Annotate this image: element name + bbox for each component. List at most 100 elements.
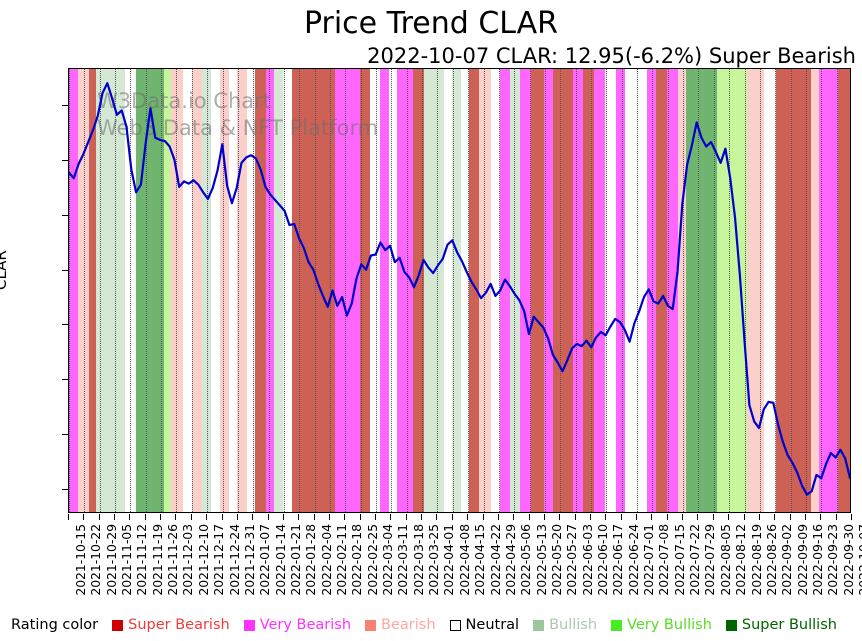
plot-area: W3Data.io Chart Web3 Data & NFT Platform — [68, 68, 851, 513]
gridline-vertical — [606, 69, 608, 512]
gridline-vertical — [575, 69, 577, 512]
rating-band — [247, 69, 255, 512]
x-axis-tick-label: 2022-05-27 — [564, 524, 580, 596]
x-axis-tick-label: 2022-01-21 — [287, 524, 303, 596]
x-axis-tick — [804, 514, 806, 520]
x-axis-tick — [451, 514, 453, 520]
x-axis-tick — [605, 514, 607, 520]
y-axis-tick — [62, 379, 68, 381]
x-axis-tick — [359, 514, 361, 520]
x-axis-tick-label: 2022-01-07 — [257, 524, 273, 596]
x-axis-tick — [758, 514, 760, 520]
legend-item-label: Super Bullish — [741, 617, 837, 633]
x-axis-tick-label: 2021-12-03 — [180, 524, 196, 596]
x-axis-tick — [820, 514, 822, 520]
rating-bands-layer — [69, 69, 850, 512]
gridline-vertical — [376, 69, 378, 512]
x-axis-tick — [620, 514, 622, 520]
gridline-vertical — [314, 69, 316, 512]
gridline-vertical — [391, 69, 393, 512]
rating-band — [379, 69, 390, 512]
rating-band — [201, 69, 212, 512]
rating-band — [334, 69, 360, 512]
chart-subtitle: 2022-10-07 CLAR: 12.95(-6.2%) Super Bear… — [367, 44, 856, 68]
x-axis-tick-label: 2022-01-14 — [272, 524, 288, 596]
x-axis-tick-label: 2022-04-29 — [502, 524, 518, 596]
rating-band — [88, 69, 96, 512]
rating-band — [764, 69, 776, 512]
x-axis-tick — [190, 514, 192, 520]
y-axis-tick — [62, 214, 68, 216]
legend-item[interactable]: Very Bullish — [611, 617, 712, 633]
gridline-vertical — [130, 69, 132, 512]
x-axis-tick-label: 2022-03-04 — [380, 524, 396, 596]
x-axis-tick — [160, 514, 162, 520]
legend-item[interactable]: Very Bearish — [243, 617, 351, 633]
y-axis-tick — [62, 160, 68, 162]
y-axis-tick — [62, 324, 68, 326]
legend-swatch-icon — [533, 619, 545, 631]
rating-band — [424, 69, 444, 512]
x-axis-tick — [513, 514, 515, 520]
rating-band — [746, 69, 765, 512]
legend-item[interactable]: Neutral — [449, 617, 519, 633]
gridline-vertical — [299, 69, 301, 512]
gridline-vertical — [406, 69, 408, 512]
legend-item[interactable]: Super Bullish — [725, 617, 837, 633]
x-axis-tick — [98, 514, 100, 520]
x-axis-tick — [774, 514, 776, 520]
gridline-vertical — [560, 69, 562, 512]
gridline-vertical — [514, 69, 516, 512]
rating-band — [625, 69, 647, 512]
gridline-vertical — [698, 69, 700, 512]
rating-band — [136, 69, 165, 512]
gridline-vertical — [345, 69, 347, 512]
gridline-vertical — [821, 69, 823, 512]
x-axis-tick-label: 2021-12-17 — [211, 524, 227, 596]
rating-band — [572, 69, 583, 512]
y-axis-tick — [62, 434, 68, 436]
gridline-vertical — [437, 69, 439, 512]
x-axis-tick-label: 2022-03-11 — [395, 524, 411, 596]
x-axis-tick — [835, 514, 837, 520]
gridline-vertical — [222, 69, 224, 512]
rating-band — [520, 69, 532, 512]
x-axis-tick — [175, 514, 177, 520]
gridline-vertical — [744, 69, 746, 512]
x-axis-tick-label: 2022-03-18 — [410, 524, 426, 596]
x-axis-tick-label: 2022-09-02 — [779, 524, 795, 596]
y-axis-tick — [62, 269, 68, 271]
x-axis-tick — [651, 514, 653, 520]
rating-band — [254, 69, 266, 512]
x-axis-tick — [83, 514, 85, 520]
x-axis-tick-label: 2022-02-18 — [349, 524, 365, 596]
x-axis-tick — [666, 514, 668, 520]
legend-swatch-icon — [112, 619, 124, 631]
legend-item[interactable]: Super Bearish — [112, 617, 230, 633]
x-axis-tick-label: 2021-12-31 — [241, 524, 257, 596]
x-axis-tick — [636, 514, 638, 520]
x-axis-tick-label: 2022-09-30 — [840, 524, 856, 596]
rating-band — [510, 69, 521, 512]
gridline-vertical — [759, 69, 761, 512]
legend-title: Rating color — [11, 617, 99, 633]
gridline-vertical — [637, 69, 639, 512]
x-axis-tick-label: 2021-10-15 — [73, 524, 88, 596]
rating-band — [211, 69, 220, 512]
rating-band — [593, 69, 605, 512]
x-axis-tick — [590, 514, 591, 520]
gridline-vertical — [683, 69, 685, 512]
x-axis-tick — [467, 514, 469, 520]
gridline-vertical — [591, 69, 592, 512]
x-axis-tick — [144, 514, 146, 520]
x-axis-tick — [559, 514, 561, 520]
legend-item[interactable]: Bearish — [365, 617, 436, 633]
gridline-vertical — [330, 69, 331, 512]
x-axis-tick — [743, 514, 745, 520]
x-axis-tick-label: 2022-03-25 — [426, 524, 442, 596]
rating-band — [582, 69, 594, 512]
rating-band — [490, 69, 501, 512]
x-axis-tick — [421, 514, 423, 520]
legend-item[interactable]: Bullish — [533, 617, 597, 633]
